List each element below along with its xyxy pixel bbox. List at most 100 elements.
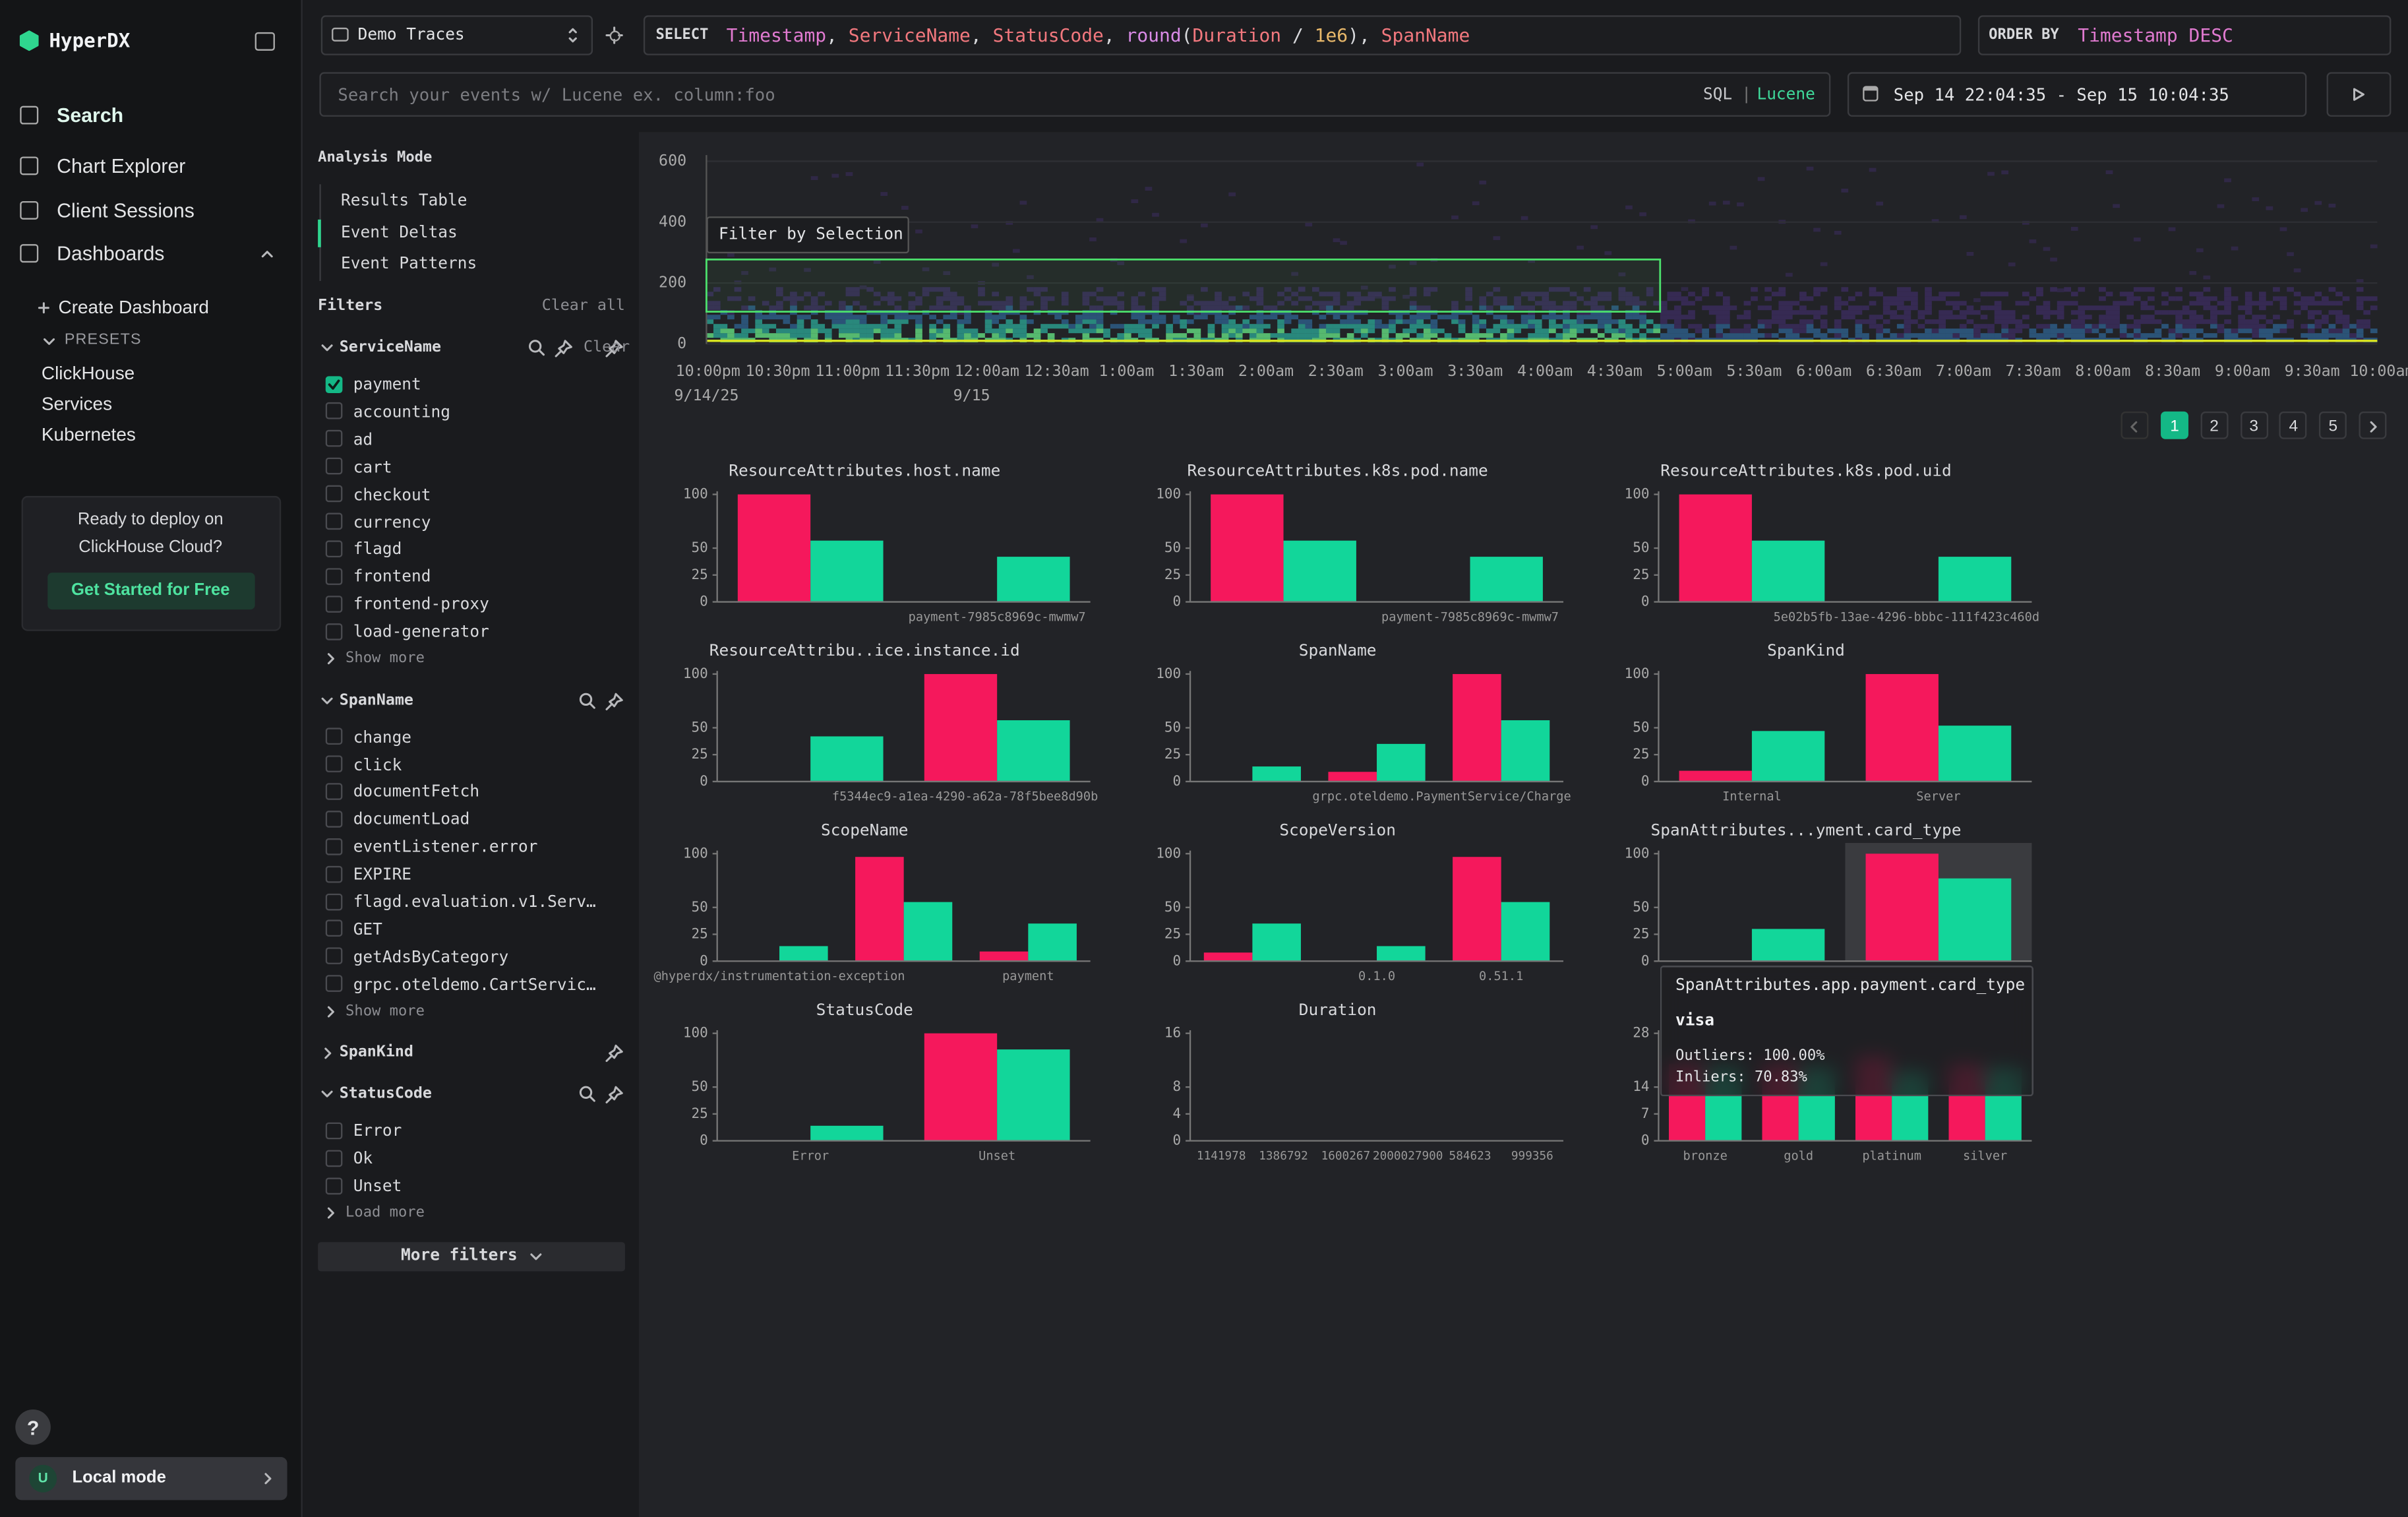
x-tick-label: 1141978 xyxy=(1197,1150,1246,1163)
heatmap-cell xyxy=(1152,319,1159,324)
filter-value[interactable]: load-generator xyxy=(353,625,489,640)
checkbox[interactable] xyxy=(326,948,343,965)
heatmap-cell xyxy=(874,324,881,328)
filter-value[interactable]: EXPIRE xyxy=(353,867,411,883)
heatmap-cell xyxy=(1862,333,1869,338)
checkbox[interactable] xyxy=(326,893,343,910)
heatmap-cell xyxy=(846,319,853,324)
checkbox[interactable] xyxy=(326,431,343,448)
create-dashboard[interactable]: Create Dashboard xyxy=(59,298,209,317)
y-tick-label: 0 xyxy=(700,594,708,609)
nav-item[interactable]: Chart Explorer xyxy=(57,156,185,175)
analysis-mode[interactable]: Results Table xyxy=(341,193,467,209)
filter-value[interactable]: checkout xyxy=(353,487,431,503)
heatmap-cell xyxy=(2155,310,2162,315)
heatmap-cell xyxy=(1973,328,1981,333)
checkbox[interactable] xyxy=(326,540,343,557)
checkbox[interactable] xyxy=(326,865,343,882)
checkbox[interactable] xyxy=(326,728,343,745)
heatmap-cell xyxy=(1549,328,1556,333)
heatmap-cell xyxy=(1187,319,1194,324)
filter-value[interactable]: payment xyxy=(353,377,421,393)
heatmap-cell xyxy=(1987,328,1995,333)
language-sql[interactable]: SQL xyxy=(1703,87,1732,103)
checkbox[interactable] xyxy=(326,623,343,640)
analysis-mode[interactable]: Event Patterns xyxy=(341,256,477,272)
filter-value[interactable]: flagd xyxy=(353,542,402,558)
heatmap-cell xyxy=(1995,315,2002,319)
checkbox[interactable] xyxy=(326,1122,343,1139)
heatmap-cell xyxy=(1702,287,1709,292)
filter-value[interactable]: frontend-proxy xyxy=(353,597,489,613)
nav-item[interactable]: Search xyxy=(57,105,123,125)
more-filters-chevron xyxy=(530,1252,543,1261)
checkbox[interactable] xyxy=(326,403,343,420)
heatmap-cell xyxy=(2043,333,2051,338)
heatmap-cell xyxy=(776,315,783,319)
preset-link[interactable]: Kubernetes xyxy=(42,425,136,444)
checkbox[interactable] xyxy=(326,755,343,772)
checkbox[interactable] xyxy=(326,920,343,937)
filter-more[interactable]: Load more xyxy=(346,1206,425,1220)
checkbox[interactable] xyxy=(326,975,343,993)
heatmap-cell xyxy=(1709,310,1716,315)
select-token: , xyxy=(826,24,849,46)
x-tick-label: 11:00pm xyxy=(815,362,880,380)
filter-value[interactable]: getAdsByCategory xyxy=(353,950,509,966)
checkbox[interactable] xyxy=(326,783,343,800)
heatmap-cell xyxy=(1089,324,1097,328)
filter-value[interactable]: currency xyxy=(353,514,431,530)
checkbox[interactable] xyxy=(326,458,343,475)
filter-value[interactable]: documentFetch xyxy=(353,785,479,801)
heatmap-cell xyxy=(1006,324,1013,328)
bar xyxy=(1679,771,1752,782)
checkbox[interactable] xyxy=(326,1177,343,1194)
checkbox[interactable] xyxy=(326,1150,343,1167)
analysis-mode[interactable]: Event Deltas xyxy=(341,224,458,240)
checkbox[interactable] xyxy=(326,568,343,585)
checkbox[interactable] xyxy=(326,811,343,828)
filter-more[interactable]: Show more xyxy=(346,652,425,666)
heatmap-cell xyxy=(915,230,922,233)
filter-value[interactable]: flagd.evaluation.v1.Serv… xyxy=(353,895,596,911)
filter-group-name[interactable]: SpanName xyxy=(340,693,413,708)
preset-link[interactable]: Services xyxy=(42,394,112,413)
filter-value[interactable]: GET xyxy=(353,922,382,938)
preset-link[interactable]: ClickHouse xyxy=(42,364,135,383)
checkbox[interactable] xyxy=(326,485,343,503)
checkbox[interactable] xyxy=(326,513,343,530)
filter-value[interactable]: Error xyxy=(353,1124,402,1140)
heatmap-cell xyxy=(2030,239,2037,243)
filter-value[interactable]: documentLoad xyxy=(353,813,470,828)
filter-value[interactable]: ad xyxy=(353,432,373,448)
collapse-button[interactable] xyxy=(255,32,275,51)
filter-clear[interactable]: Clear xyxy=(584,341,630,356)
filter-value[interactable]: grpc.oteldemo.CartServic… xyxy=(353,977,596,993)
heatmap-cell xyxy=(2329,333,2336,338)
filter-value[interactable]: Ok xyxy=(353,1152,373,1167)
heatmap-cell xyxy=(915,328,922,333)
clear-all[interactable]: Clear all xyxy=(542,299,625,315)
nav-item[interactable]: Dashboards xyxy=(57,243,164,263)
select-token: , xyxy=(1104,24,1126,46)
filter-value[interactable]: cart xyxy=(353,460,392,476)
heatmap-cell xyxy=(1848,315,1855,319)
filter-value[interactable]: eventListener.error xyxy=(353,840,538,855)
filter-value[interactable]: Unset xyxy=(353,1179,402,1194)
filter-value[interactable]: frontend xyxy=(353,570,431,586)
heatmap-cell xyxy=(1911,333,1918,338)
language-lucene[interactable]: Lucene xyxy=(1757,87,1815,103)
nav-item[interactable]: Client Sessions xyxy=(57,201,195,220)
filter-group-name[interactable]: SpanKind xyxy=(340,1046,413,1061)
heatmap-cell xyxy=(2224,292,2231,296)
filter-value[interactable]: click xyxy=(353,757,402,773)
filter-group-name[interactable]: StatusCode xyxy=(340,1088,432,1103)
heatmap-cell xyxy=(2266,206,2273,210)
checkbox[interactable] xyxy=(326,595,343,612)
checkbox[interactable] xyxy=(326,838,343,855)
heatmap-cell xyxy=(2314,301,2322,305)
filter-more[interactable]: Show more xyxy=(346,1004,425,1018)
filter-value[interactable]: accounting xyxy=(353,405,450,421)
filter-value[interactable]: change xyxy=(353,730,411,746)
filter-group-name[interactable]: ServiceName xyxy=(340,341,441,356)
